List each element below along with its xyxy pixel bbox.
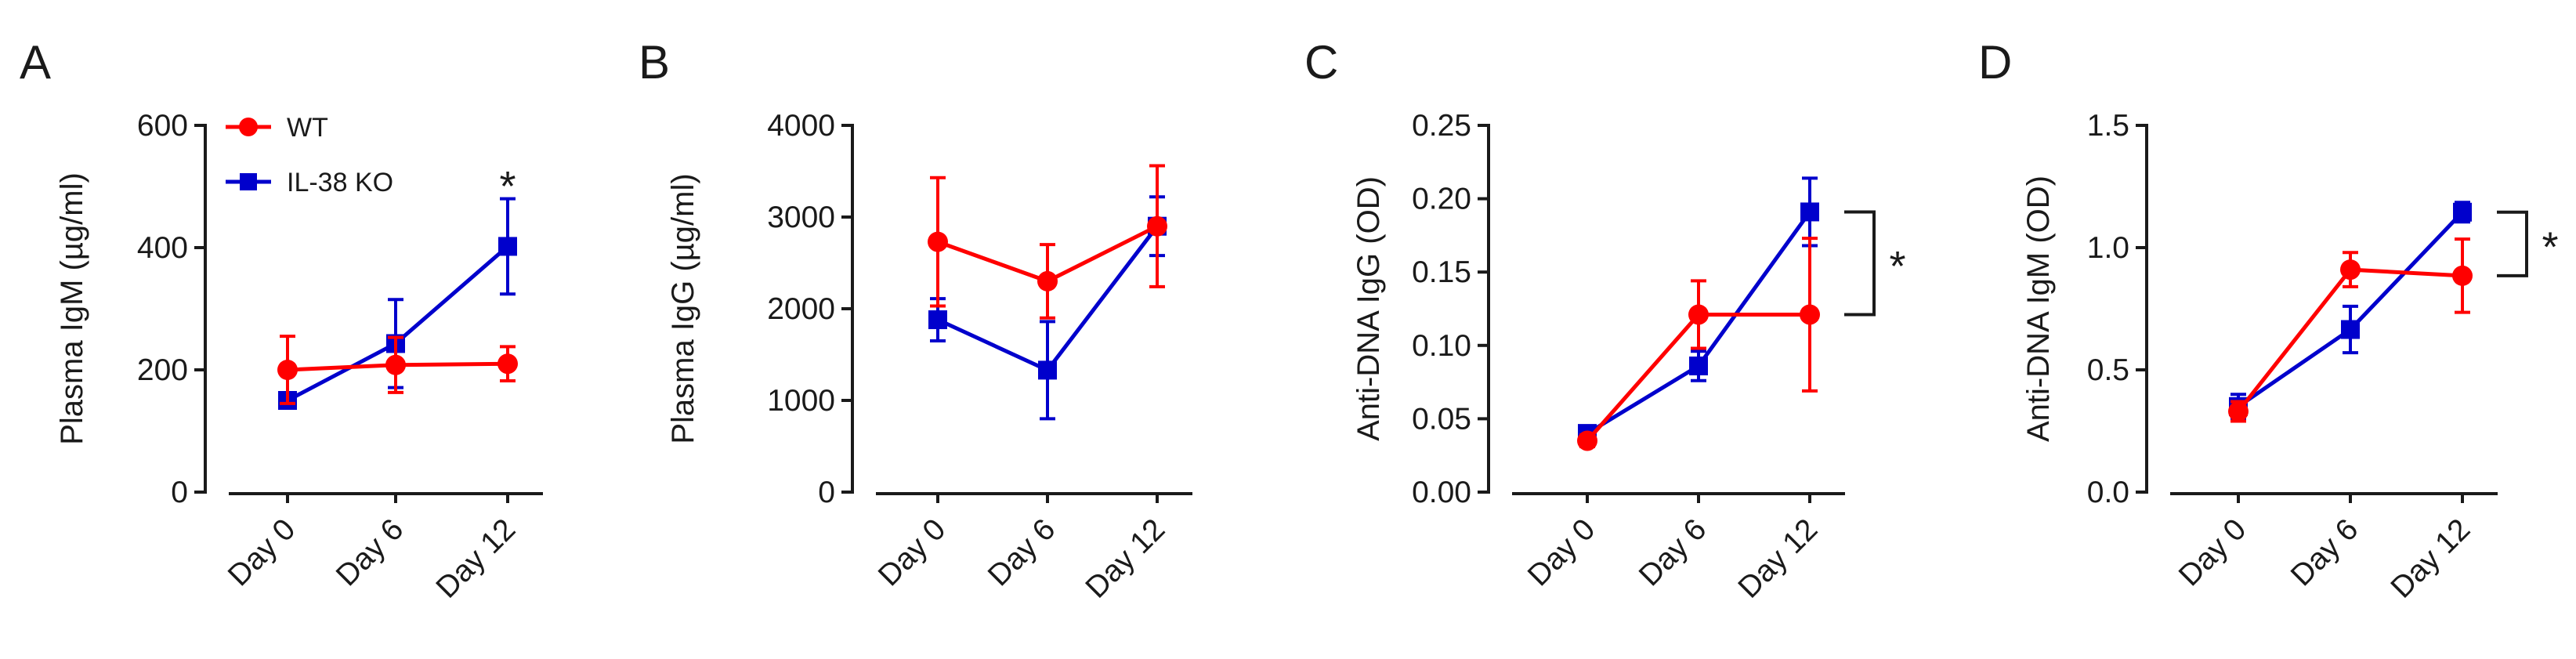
y-tick-label: 3000 — [767, 201, 835, 234]
legend-marker — [240, 173, 257, 190]
data-point — [1800, 202, 1819, 222]
y-tick-label: 0.10 — [1412, 329, 1471, 363]
x-tick-label: Day 12 — [430, 512, 523, 605]
y-tick-label: 1000 — [767, 384, 835, 418]
data-point — [1688, 304, 1709, 325]
x-tick-label: Day 0 — [1521, 512, 1601, 592]
y-tick-label: 0.20 — [1412, 183, 1471, 216]
y-tick-label: 0 — [818, 476, 835, 509]
x-tick-label: Day 6 — [330, 512, 410, 592]
x-tick-label: Day 6 — [2285, 512, 2364, 592]
x-tick-label: Day 6 — [1633, 512, 1713, 592]
series-il-38-ko — [2229, 201, 2472, 421]
y-tick-label: 200 — [137, 353, 188, 387]
y-tick-label: 0.5 — [2087, 353, 2129, 387]
x-tick-label: Day 6 — [982, 512, 1062, 592]
y-tick-label: 0 — [171, 476, 188, 509]
y-axis-title: Anti-DNA IgM (OD) — [2021, 176, 2056, 442]
data-point — [2341, 320, 2360, 339]
data-point — [1038, 360, 1057, 380]
data-point — [1147, 215, 1167, 237]
data-point — [1800, 304, 1820, 325]
x-tick-label: Day 0 — [222, 512, 302, 592]
data-point — [1037, 270, 1058, 291]
legend-entry: WT — [226, 113, 328, 143]
y-axis-title: Anti-DNA IgG (OD) — [1351, 176, 1386, 441]
data-point — [2453, 202, 2472, 222]
y-tick-label: 600 — [137, 109, 188, 143]
panel-letter: A — [20, 36, 51, 89]
y-tick-label: 1.0 — [2087, 231, 2129, 265]
data-point — [277, 360, 298, 380]
y-axis-title: Plasma IgM (µg/ml) — [55, 172, 89, 445]
y-tick-label: 0.15 — [1412, 255, 1471, 289]
y-tick-label: 400 — [137, 231, 188, 265]
x-tick-label: Day 12 — [2385, 512, 2477, 605]
significance-star: * — [1889, 243, 1905, 290]
series-wt — [2228, 237, 2473, 423]
significance-bracket — [2497, 210, 2528, 277]
y-tick-label: 0.05 — [1412, 402, 1471, 436]
data-point — [497, 353, 518, 375]
panel-a: A 0 200 400 600 Day 0 Day 6 Day 12 Plasma IgM (µ… — [20, 36, 543, 605]
y-tick-label: 0.25 — [1412, 109, 1471, 143]
y-tick-label: 0.00 — [1412, 476, 1471, 509]
data-point — [498, 237, 517, 256]
x-tick-label: Day 12 — [1080, 512, 1172, 605]
series-wt — [277, 335, 518, 405]
significance-star: * — [2542, 223, 2558, 270]
data-point — [928, 310, 947, 330]
panel-b: B 0 1000 2000 3000 4000 Day 0 Day 6 Day 12 Plasma… — [639, 36, 1192, 605]
legend-label: WT — [287, 113, 328, 143]
x-tick-label: Day 0 — [872, 512, 952, 592]
y-tick-label: 2000 — [767, 292, 835, 326]
data-point — [1689, 357, 1708, 376]
series-wt — [928, 164, 1167, 320]
panel-letter: C — [1304, 36, 1338, 89]
significance-bracket — [1844, 210, 1876, 317]
panel-letter: D — [1978, 36, 2012, 89]
legend-label: IL-38 KO — [287, 168, 393, 197]
panel-c: C 0.00 0.05 0.10 0.15 0.20 0.25 Day 0 Day 6 Day 1… — [1304, 36, 1906, 605]
data-point — [385, 354, 406, 375]
data-point — [928, 231, 948, 252]
x-tick-label: Day 12 — [1732, 512, 1825, 605]
legend-marker — [239, 118, 258, 136]
panel-letter: B — [639, 36, 670, 89]
y-tick-label: 1.5 — [2087, 109, 2129, 143]
series-il-38-ko — [278, 197, 517, 410]
data-point — [2228, 401, 2249, 422]
data-point — [1577, 430, 1597, 451]
y-axis-title: Plasma IgG (µg/ml) — [666, 173, 700, 444]
x-tick-label: Day 0 — [2173, 512, 2252, 592]
legend: WT IL-38 KO — [226, 113, 393, 197]
y-tick-label: 0.0 — [2087, 476, 2129, 509]
series-line — [286, 244, 509, 403]
data-point — [2340, 259, 2361, 281]
significance-star: * — [499, 163, 516, 210]
y-tick-label: 4000 — [767, 109, 835, 143]
legend-entry: IL-38 KO — [226, 168, 393, 197]
panel-d: D 0.0 0.5 1.0 1.5 Day 0 Day 6 Day 12 Anti-DNA Ig… — [1978, 36, 2559, 605]
data-point — [2452, 265, 2473, 286]
series-wt — [1577, 237, 1820, 451]
